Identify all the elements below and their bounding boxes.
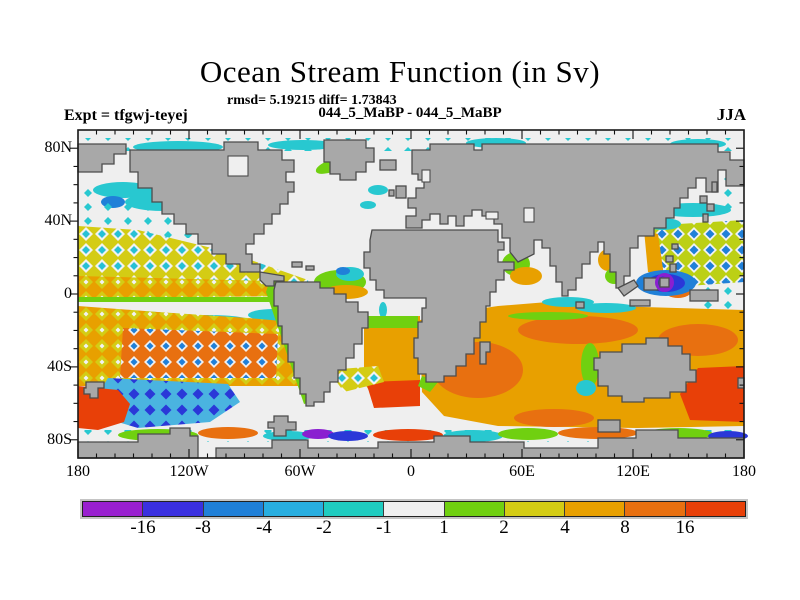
cb-label-p4: 4 xyxy=(560,517,570,538)
x-tick-180E: 180 xyxy=(732,463,756,480)
cb-label-p2: 2 xyxy=(499,517,509,538)
colorbar-segment-4 xyxy=(262,502,324,516)
cb-label-m8: -8 xyxy=(195,517,211,538)
x-tick-0: 0 xyxy=(407,463,415,480)
cb-label-p8: 8 xyxy=(620,517,630,538)
chart-title: Ocean Stream Function (in Sv) xyxy=(199,54,601,89)
cb-label-m16: -16 xyxy=(130,517,156,538)
y-tick-40S: 40S xyxy=(47,358,72,375)
cb-label-p16: 16 xyxy=(675,517,695,538)
season-label: JJA xyxy=(716,105,746,124)
colorbar-segment-8 xyxy=(503,502,565,516)
colorbar-segment-2 xyxy=(142,502,203,516)
experiment-comparison: 044_5_MaBP - 044_5_MaBP xyxy=(318,105,502,121)
cb-label-m4: -4 xyxy=(256,517,272,538)
map-frame xyxy=(77,129,745,459)
x-tick-60W: 60W xyxy=(284,463,316,480)
y-tick-40N: 40N xyxy=(44,212,72,229)
colorbar-segment-3 xyxy=(202,502,263,516)
world-map xyxy=(70,129,748,459)
colorbar-segment-10 xyxy=(624,502,685,516)
colorbar-segment-1 xyxy=(83,502,143,516)
y-tick-0: 0 xyxy=(64,285,72,302)
colorbar-segment-5 xyxy=(323,502,384,516)
cb-label-m1: -1 xyxy=(376,517,392,538)
colorbar-segment-7 xyxy=(443,502,504,516)
land-layer xyxy=(77,139,745,459)
colorbar-segment-6 xyxy=(383,502,444,516)
colorbar xyxy=(80,499,748,519)
colorbar-segment-9 xyxy=(564,502,625,516)
x-tick-120W: 120W xyxy=(169,463,209,480)
cb-label-m2: -2 xyxy=(316,517,332,538)
experiment-label: Expt = tfgwj-teyej xyxy=(64,107,188,124)
rmsd-diff-stats: rmsd= 5.19215 diff= 1.73843 xyxy=(227,93,397,108)
x-tick-60E: 60E xyxy=(509,463,535,480)
x-tick-180W: 180 xyxy=(66,463,90,480)
cb-label-p1: 1 xyxy=(439,517,449,538)
colorbar-segment-11 xyxy=(684,502,745,516)
y-tick-80N: 80N xyxy=(44,139,72,156)
x-tick-120E: 120E xyxy=(616,463,650,480)
y-tick-80S: 80S xyxy=(47,431,72,448)
